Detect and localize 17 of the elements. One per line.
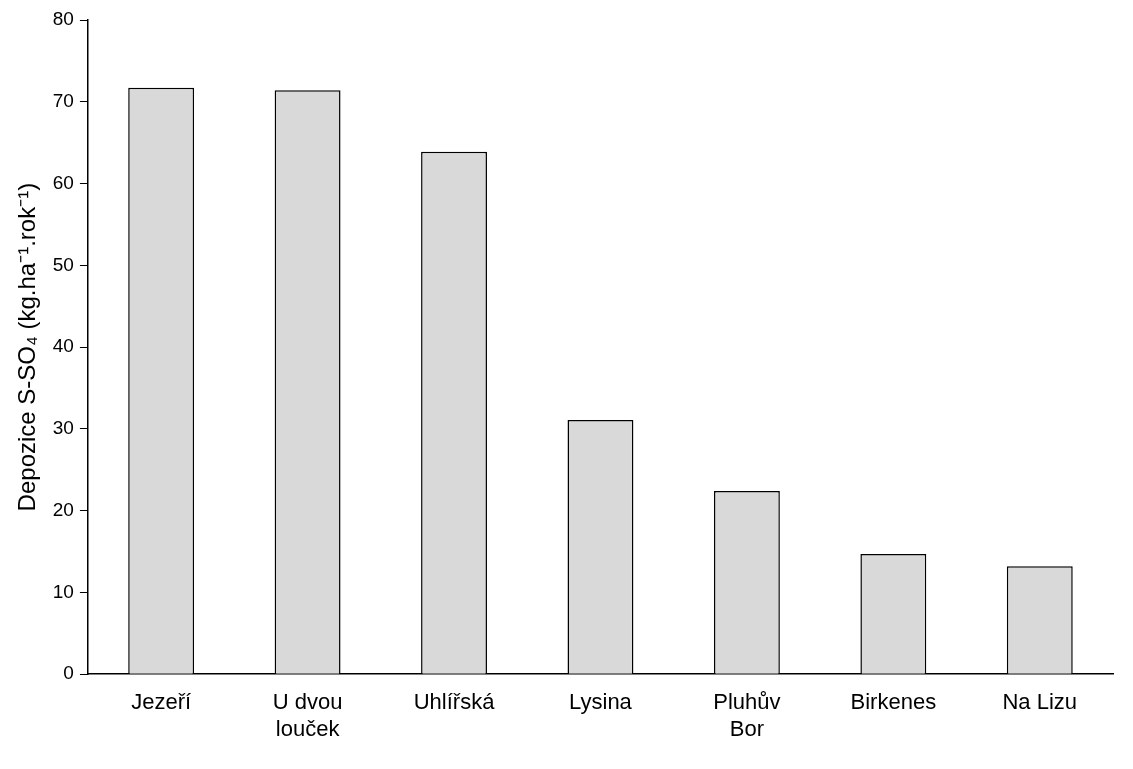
y-tick-label: 60 <box>52 171 74 193</box>
x-tick-label: Birkenes <box>850 689 937 715</box>
y-tick-label: 80 <box>52 8 74 30</box>
y-tick-label: 0 <box>63 662 74 684</box>
y-axis-title: Depozice S-SO₄ (kg.ha⁻¹.rok⁻¹) <box>13 182 41 512</box>
y-tick-label: 20 <box>52 498 74 520</box>
x-tick-label: Jezeří <box>131 689 192 715</box>
y-tick-label: 10 <box>52 580 74 602</box>
x-tick-label: Pluhův Bor <box>713 689 781 741</box>
x-tick-label: U dvou louček <box>272 689 343 741</box>
y-tick-label: 40 <box>52 335 74 357</box>
x-tick-label: Lysina <box>569 689 633 715</box>
y-tick-label: 70 <box>52 90 74 112</box>
y-tick-label: 50 <box>52 253 74 275</box>
y-tick-label: 30 <box>52 417 74 439</box>
x-tick-label: Uhlířská <box>413 689 496 715</box>
x-tick-label: Na Lizu <box>1002 689 1078 715</box>
